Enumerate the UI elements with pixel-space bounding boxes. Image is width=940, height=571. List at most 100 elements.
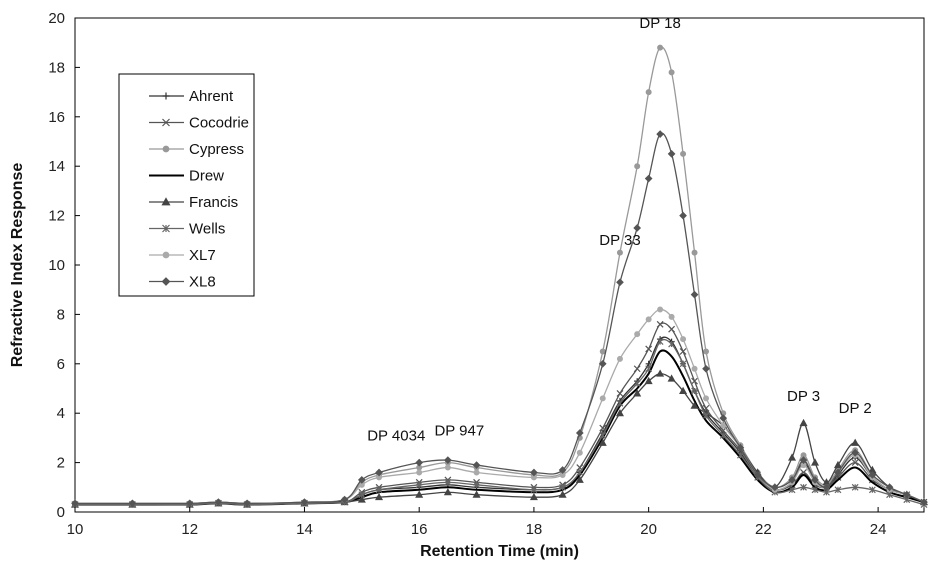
data-point [800, 483, 807, 491]
data-point [851, 459, 859, 467]
data-point [702, 404, 710, 412]
y-axis-title: Refractive Index Response [9, 163, 26, 368]
data-point [473, 481, 480, 489]
data-point [558, 466, 567, 474]
data-point [162, 118, 170, 127]
data-point [691, 249, 698, 256]
series-line [75, 308, 925, 505]
data-point [644, 376, 653, 385]
data-point [680, 336, 687, 343]
data-point [185, 499, 194, 508]
data-point [71, 499, 79, 508]
y-tick-label: 6 [57, 356, 65, 373]
data-point [656, 130, 664, 138]
data-point [634, 163, 641, 170]
data-point [633, 224, 642, 232]
data-point [703, 395, 710, 402]
data-point [645, 365, 653, 373]
legend-item: Ahrent [149, 88, 234, 105]
data-point [691, 377, 698, 385]
legend-box [118, 73, 255, 297]
data-point [529, 492, 538, 501]
data-point [719, 432, 727, 439]
data-point [834, 468, 842, 477]
data-point [851, 483, 859, 491]
legend-label: Ahrent [189, 88, 234, 105]
series-xl7 [71, 306, 927, 507]
peak-label: DP 33 [599, 232, 640, 249]
data-point [702, 412, 710, 420]
data-point [656, 369, 665, 377]
series-drew [75, 349, 925, 506]
data-point [885, 483, 894, 492]
data-point [799, 418, 808, 427]
data-point [679, 211, 687, 220]
data-point [667, 374, 676, 382]
data-point [162, 145, 170, 153]
data-point [810, 458, 820, 466]
data-point [771, 483, 779, 492]
x-axis-title: Retention Time (min) [420, 543, 579, 560]
series-line [75, 349, 925, 506]
y-tick-label: 20 [48, 10, 65, 27]
y-tick-label: 8 [57, 306, 65, 323]
data-point [645, 345, 653, 353]
data-point [358, 491, 366, 499]
legend-item: Francis [149, 194, 238, 211]
data-point [559, 483, 567, 491]
data-point [679, 386, 688, 394]
data-point [920, 498, 928, 506]
data-point [599, 348, 606, 355]
data-point [679, 348, 687, 355]
data-point [679, 360, 687, 368]
x-tick-label: 10 [67, 521, 84, 538]
data-point [616, 390, 624, 397]
data-point [576, 469, 584, 476]
data-point [472, 490, 481, 498]
series-line [75, 322, 925, 506]
data-point [680, 150, 687, 157]
data-point [444, 464, 451, 471]
data-point [690, 290, 699, 299]
data-point [616, 278, 624, 287]
data-point [668, 313, 675, 320]
y-tick-label: 10 [48, 257, 65, 274]
data-point [598, 438, 607, 446]
data-point [161, 277, 171, 286]
series-layer [70, 44, 929, 509]
data-point [720, 422, 727, 429]
data-point [340, 495, 349, 504]
legend-item: Wells [149, 221, 225, 238]
data-point [599, 432, 607, 439]
legend-item: XL7 [149, 247, 216, 264]
data-point [703, 348, 710, 355]
data-point [633, 389, 642, 397]
data-point [690, 401, 699, 409]
legend-item: XL8 [149, 274, 216, 291]
data-point [616, 399, 624, 407]
data-point [737, 451, 744, 459]
peak-label: DP 18 [639, 15, 680, 32]
data-point [822, 483, 831, 492]
data-point [799, 456, 808, 464]
series-wells [71, 338, 928, 509]
data-point [162, 251, 170, 259]
data-point [667, 150, 676, 158]
data-point [443, 488, 452, 496]
data-point [416, 469, 423, 476]
peak-label: DP 3 [787, 388, 820, 405]
data-point [833, 460, 842, 469]
legend-label: Cocodrie [189, 115, 249, 132]
y-tick-label: 16 [48, 109, 65, 126]
x-tick-label: 22 [755, 521, 772, 538]
legend-item: Cocodrie [149, 115, 249, 132]
data-point [357, 476, 366, 484]
data-point [598, 359, 607, 368]
data-point [415, 481, 423, 489]
data-point [668, 340, 676, 348]
legend-label: Francis [189, 194, 238, 211]
series-xl8 [71, 130, 928, 508]
data-point [788, 453, 797, 461]
data-point [161, 197, 171, 206]
